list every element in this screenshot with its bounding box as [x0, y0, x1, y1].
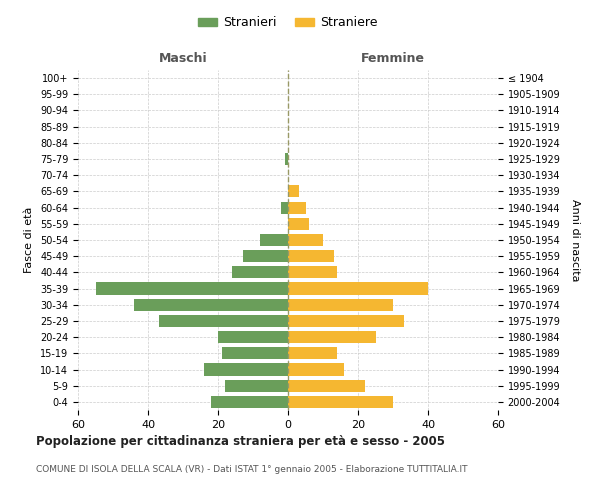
Bar — [288, 298, 393, 311]
Text: Popolazione per cittadinanza straniera per età e sesso - 2005: Popolazione per cittadinanza straniera p… — [36, 435, 445, 448]
Text: COMUNE DI ISOLA DELLA SCALA (VR) - Dati ISTAT 1° gennaio 2005 - Elaborazione TUT: COMUNE DI ISOLA DELLA SCALA (VR) - Dati … — [36, 465, 467, 474]
Text: Maschi: Maschi — [158, 52, 208, 65]
Text: Femmine: Femmine — [361, 52, 425, 65]
Bar — [232, 266, 288, 278]
Bar — [95, 282, 288, 294]
Bar — [281, 202, 288, 213]
Bar — [288, 266, 337, 278]
Y-axis label: Fasce di età: Fasce di età — [25, 207, 34, 273]
Bar — [242, 250, 288, 262]
Bar — [288, 364, 344, 376]
Bar — [158, 315, 288, 327]
Bar — [288, 315, 404, 327]
Bar — [204, 364, 288, 376]
Bar — [221, 348, 288, 360]
Bar — [288, 186, 299, 198]
Bar — [218, 331, 288, 343]
Bar — [288, 348, 337, 360]
Bar — [260, 234, 288, 246]
Legend: Stranieri, Straniere: Stranieri, Straniere — [193, 11, 383, 34]
Bar — [284, 153, 288, 165]
Bar — [225, 380, 288, 392]
Bar — [288, 218, 309, 230]
Bar — [134, 298, 288, 311]
Bar — [288, 396, 393, 408]
Bar — [288, 380, 365, 392]
Bar — [288, 250, 334, 262]
Bar — [288, 234, 323, 246]
Bar — [288, 331, 376, 343]
Y-axis label: Anni di nascita: Anni di nascita — [570, 198, 580, 281]
Bar — [211, 396, 288, 408]
Bar — [288, 282, 428, 294]
Bar — [288, 202, 305, 213]
